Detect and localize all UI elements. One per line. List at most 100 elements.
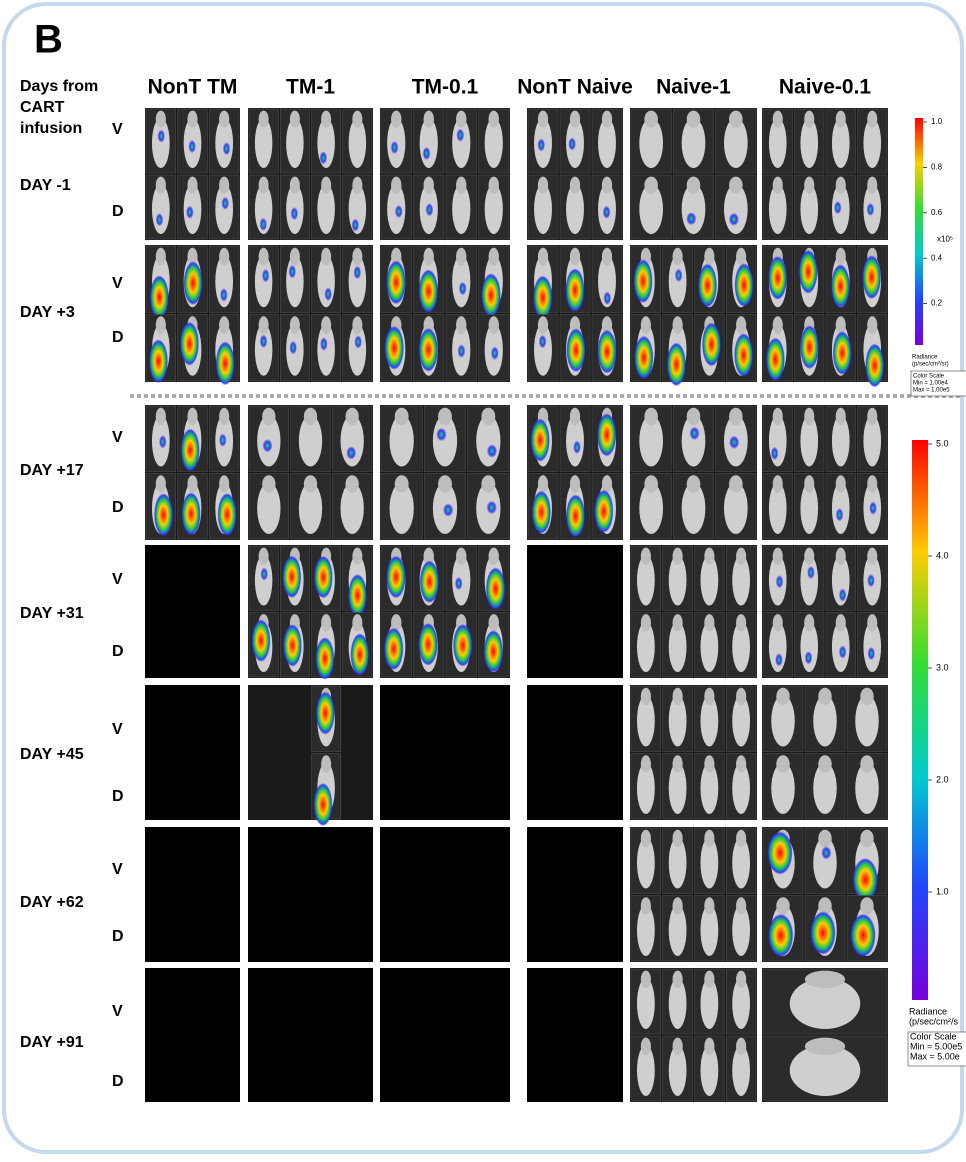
- signal: [853, 858, 878, 901]
- mouse-head: [538, 475, 548, 493]
- mouse-head: [641, 1038, 651, 1055]
- signal: [862, 255, 881, 299]
- mouse-head: [352, 177, 362, 194]
- mouse-head: [538, 248, 548, 266]
- signal: [831, 264, 850, 308]
- signal: [539, 335, 547, 349]
- mouse-head: [438, 408, 452, 426]
- day-label: DAY -1: [20, 177, 71, 194]
- signal: [423, 147, 431, 160]
- signal: [767, 831, 792, 874]
- mouse-head: [704, 688, 714, 706]
- color-tick-label: 0.8: [931, 163, 943, 172]
- mouse-head: [673, 688, 683, 706]
- color-tick-label: 0.4: [931, 253, 943, 262]
- signal: [486, 501, 496, 515]
- mouse-head: [346, 475, 359, 493]
- view-label: D: [112, 788, 124, 805]
- mouse-head: [729, 475, 743, 493]
- mouse-head: [704, 830, 714, 848]
- mouse-head: [704, 755, 714, 773]
- mouse-head: [867, 177, 877, 194]
- signal: [810, 911, 835, 954]
- mouse-head: [219, 248, 229, 266]
- color-tick-label: 0.6: [931, 208, 943, 217]
- mouse-head: [687, 111, 701, 128]
- signal: [867, 647, 875, 660]
- image-panel: [527, 685, 623, 820]
- mouse-head: [346, 408, 359, 426]
- image-panel: [527, 968, 623, 1102]
- signal: [455, 577, 463, 590]
- signal: [799, 250, 818, 294]
- mouse-head: [773, 111, 783, 128]
- signal: [316, 637, 335, 680]
- mouse-head: [321, 248, 331, 266]
- mouse-head: [602, 177, 612, 194]
- mouse-head: [570, 111, 580, 128]
- mouse-head: [673, 614, 683, 631]
- signal: [348, 574, 367, 617]
- signal: [487, 444, 497, 458]
- day-label: DAY +62: [20, 894, 84, 911]
- view-label: D: [112, 329, 124, 346]
- signal: [149, 339, 168, 383]
- mouse-head: [773, 614, 783, 631]
- image-panel: [145, 545, 240, 678]
- mouse-head: [836, 248, 846, 266]
- mouse-head: [804, 177, 814, 194]
- mouse-head: [489, 177, 499, 194]
- mouse-head: [219, 177, 229, 194]
- signal: [159, 435, 167, 449]
- mouse-head: [736, 830, 746, 848]
- mouse-head: [736, 755, 746, 773]
- scale-box-text: Max = 5.00e: [910, 1051, 960, 1061]
- mouse-head: [156, 177, 166, 194]
- mouse-head: [538, 316, 548, 334]
- mouse-head: [391, 111, 401, 128]
- scale-title: (p/sec/cm²/s: [909, 1016, 959, 1026]
- signal: [350, 633, 369, 676]
- signal: [698, 264, 717, 308]
- signal: [634, 259, 653, 303]
- mouse-head: [673, 548, 683, 565]
- signal: [805, 651, 813, 664]
- mouse-head: [860, 897, 873, 915]
- mouse-head: [424, 248, 434, 266]
- mouse-head: [438, 475, 452, 493]
- mouse-head: [156, 408, 166, 426]
- view-label: V: [112, 429, 123, 446]
- mouse-head: [704, 971, 714, 988]
- mouse-head: [836, 177, 846, 194]
- mouse-head: [290, 248, 300, 266]
- mouse-head: [219, 111, 229, 128]
- signal: [675, 268, 683, 282]
- scale-box-text: Min = 1.00e4: [913, 381, 949, 387]
- signal: [594, 490, 613, 533]
- signal: [573, 440, 581, 454]
- mouse-head: [818, 830, 831, 848]
- mouse-head: [673, 830, 683, 848]
- mouse-head: [570, 248, 580, 266]
- signal: [346, 446, 356, 460]
- signal: [533, 276, 552, 320]
- mouse-head: [736, 897, 746, 915]
- signal: [260, 567, 268, 580]
- mouse-head: [673, 1038, 683, 1055]
- signal: [867, 574, 875, 587]
- mouse-head: [860, 755, 873, 773]
- scale-box-text: Color Scale: [910, 1031, 957, 1041]
- mouse-head: [687, 408, 701, 426]
- content: BDays fromCARTinfusionNonT TMTM-1TM-0.1N…: [20, 18, 966, 1102]
- mouse-head: [570, 408, 580, 426]
- mouse-head: [641, 614, 651, 631]
- row-header: CART: [20, 99, 65, 116]
- mouse-head: [321, 316, 331, 334]
- signal: [320, 151, 328, 164]
- mouse-head: [818, 688, 831, 706]
- mouse-head: [836, 614, 846, 631]
- mouse-head: [644, 475, 658, 493]
- signal: [150, 275, 169, 319]
- signal: [283, 624, 302, 667]
- signal: [354, 266, 362, 280]
